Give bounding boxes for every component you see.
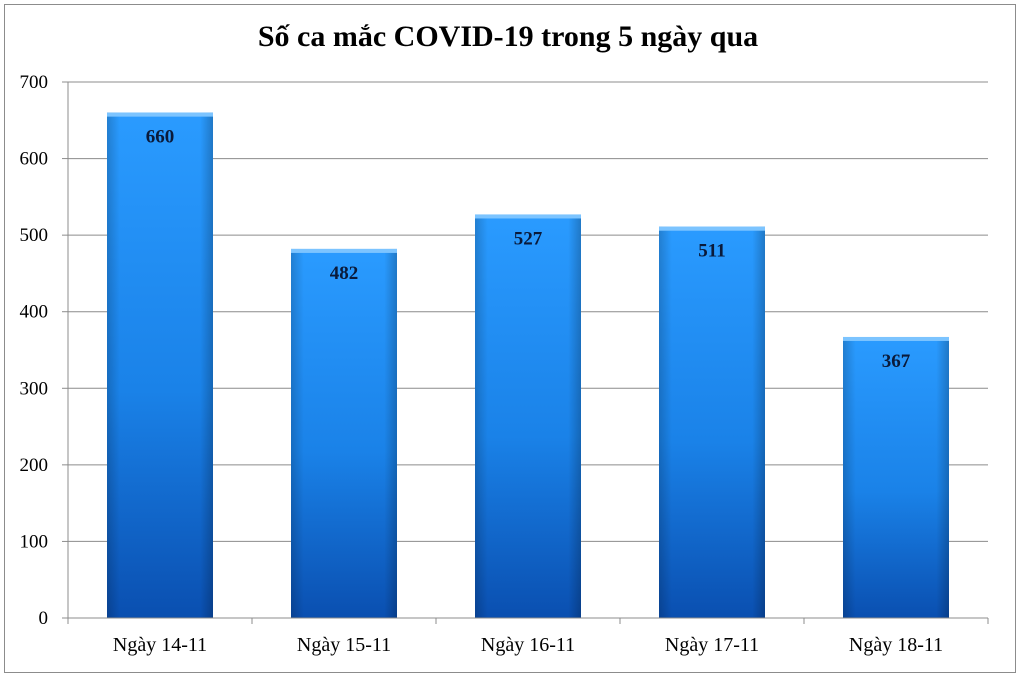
data-label: 511: [698, 241, 725, 262]
bar-top-highlight: [843, 336, 949, 341]
data-label: 482: [330, 263, 359, 284]
data-label: 367: [882, 351, 911, 372]
data-labels: 660 482 527 511 367: [146, 127, 911, 372]
bar-shading: [659, 226, 765, 618]
bar: [475, 214, 581, 618]
y-tick-label: 0: [39, 608, 49, 629]
x-tick-label: Ngày 18-11: [849, 634, 943, 656]
x-tick-label: Ngày 15-11: [297, 634, 391, 656]
data-label: 527: [514, 228, 543, 249]
bar: [659, 226, 765, 618]
y-tick-label: 300: [20, 378, 49, 399]
bar-top-highlight: [107, 112, 213, 117]
chart-title: Số ca mắc COVID-19 trong 5 ngày qua: [258, 20, 758, 53]
bar: [291, 248, 397, 618]
bar-top-highlight: [291, 248, 397, 253]
data-label: 660: [146, 127, 175, 148]
bar: [107, 112, 213, 618]
y-tick-label: 700: [20, 72, 49, 93]
y-tick-label: 100: [20, 531, 49, 552]
x-tick-label: Ngày 14-11: [113, 634, 207, 656]
bar-top-highlight: [475, 214, 581, 219]
y-tick-label: 200: [20, 455, 49, 476]
x-tick-label: Ngày 17-11: [665, 634, 759, 656]
bars: [107, 112, 949, 618]
bar-shading: [107, 112, 213, 618]
bar-shading: [291, 248, 397, 618]
y-tick-label: 600: [20, 149, 49, 170]
x-tick-label: Ngày 16-11: [481, 634, 575, 656]
category-labels: Ngày 14-11 Ngày 15-11 Ngày 16-11 Ngày 17-11…: [67, 618, 989, 656]
y-tick-label: 500: [20, 225, 49, 246]
bar-top-highlight: [659, 226, 765, 231]
bar-shading: [843, 336, 949, 618]
bar: [843, 336, 949, 618]
y-axis-ticks: 0 100 200 300 400 500 600 700: [20, 72, 68, 629]
bar-shading: [475, 214, 581, 618]
y-tick-label: 400: [20, 302, 49, 323]
